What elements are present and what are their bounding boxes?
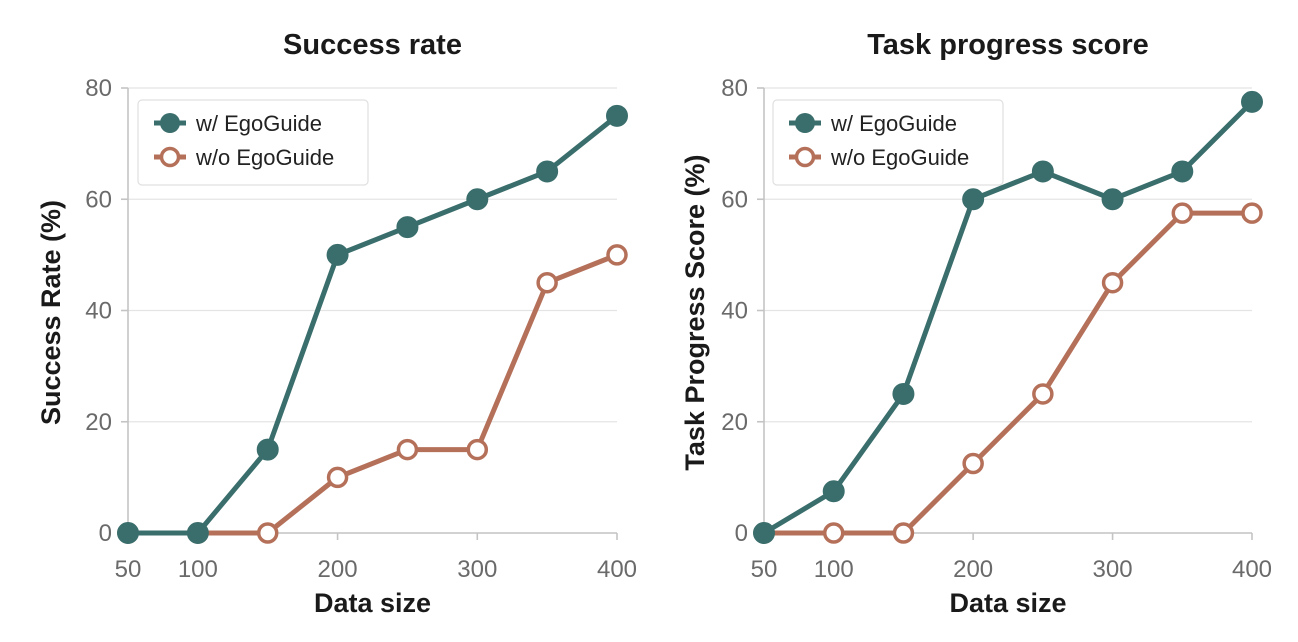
x-tick-label: 200 <box>953 556 993 583</box>
legend: w/ EgoGuide w/o EgoGuide <box>772 99 1004 186</box>
series-line <box>761 99 1255 536</box>
x-tick-label: 300 <box>457 556 497 583</box>
y-tick-label: 40 <box>721 298 748 325</box>
data-point <box>822 522 845 544</box>
chart-title: Task progress score <box>867 29 1149 61</box>
chart-panel-2: 0 20 40 60 80 50 100 200 300 400 Task progress sco… <box>680 29 1272 618</box>
data-point <box>1241 90 1263 113</box>
data-point <box>466 188 489 211</box>
data-point <box>256 522 279 544</box>
chart-title: Success rate <box>283 29 462 61</box>
data-point <box>466 438 489 461</box>
y-tick-label: 60 <box>85 186 112 213</box>
legend-marker <box>159 146 181 168</box>
data-point <box>326 466 349 489</box>
y-tick-label: 0 <box>735 520 748 547</box>
x-tick-label: 400 <box>597 556 637 583</box>
data-point <box>606 104 628 127</box>
legend-marker <box>794 146 816 168</box>
data-point <box>822 480 845 503</box>
data-point <box>396 438 419 461</box>
legend-label: w/ EgoGuide <box>195 111 322 136</box>
data-point <box>256 438 279 461</box>
data-point <box>892 522 915 544</box>
y-axis-label: Task Progress Score (%) <box>680 154 710 470</box>
legend-label: w/o EgoGuide <box>195 145 334 170</box>
y-tick-label: 80 <box>85 75 112 102</box>
x-tick-label: 400 <box>1232 556 1272 583</box>
legend-box <box>772 99 1004 186</box>
data-point <box>186 522 209 544</box>
x-tick-label: 300 <box>1093 556 1133 583</box>
legend-label: w/o EgoGuide <box>830 145 969 170</box>
y-tick-label: 0 <box>99 520 112 547</box>
data-point <box>117 522 139 544</box>
x-tick-label: 100 <box>814 556 854 583</box>
data-point <box>1241 202 1263 224</box>
legend-box <box>137 99 369 186</box>
legend-label: w/ EgoGuide <box>830 111 957 136</box>
y-tick-label: 40 <box>85 298 112 325</box>
series-with-egoguide <box>753 90 1263 544</box>
data-point <box>1101 271 1124 294</box>
x-axis-label: Data size <box>949 588 1066 618</box>
data-point <box>962 188 985 211</box>
series-line <box>761 210 1255 536</box>
data-point <box>1031 160 1054 183</box>
y-tick-label: 80 <box>721 75 748 102</box>
series-line <box>125 252 620 536</box>
data-point <box>396 216 419 239</box>
data-point <box>1032 383 1054 405</box>
series-with-egoguide <box>117 104 628 544</box>
y-tick-label: 20 <box>85 409 112 436</box>
data-point <box>753 522 775 544</box>
x-tick-label: 200 <box>318 556 358 583</box>
data-point <box>1171 160 1194 183</box>
legend-marker <box>795 113 815 133</box>
x-tick-label: 50 <box>751 556 778 583</box>
chart-panel-1: 0 20 40 60 80 50 100 200 300 400 Success rate Data … <box>36 29 637 618</box>
data-point <box>536 160 559 183</box>
data-point <box>606 244 628 266</box>
y-tick-label: 20 <box>721 409 748 436</box>
series-line <box>125 113 620 536</box>
data-point <box>1171 202 1194 224</box>
series-without-egoguide <box>117 244 628 544</box>
x-tick-label: 50 <box>115 556 142 583</box>
y-axis-label: Success Rate (%) <box>36 200 66 425</box>
data-point <box>536 271 558 294</box>
data-point <box>962 452 984 475</box>
x-axis-label: Data size <box>314 588 431 618</box>
y-tick-label: 60 <box>721 186 748 213</box>
data-point <box>1101 188 1124 211</box>
legend: w/ EgoGuide w/o EgoGuide <box>137 99 369 186</box>
x-tick-label: 100 <box>178 556 218 583</box>
data-point <box>326 243 349 266</box>
legend-marker <box>160 113 180 133</box>
data-point <box>892 382 915 405</box>
